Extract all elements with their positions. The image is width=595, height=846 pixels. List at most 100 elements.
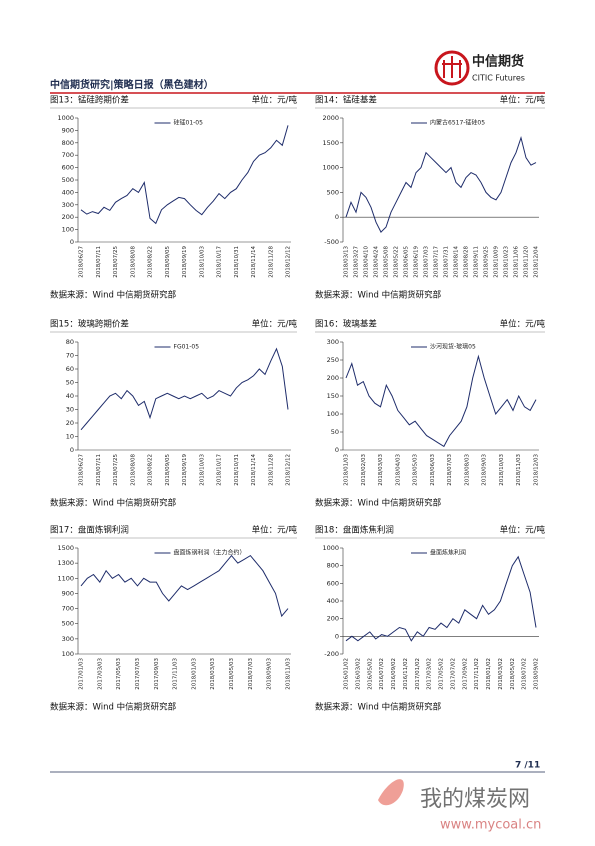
x-tick-label: 2018/05/02 (510, 658, 516, 690)
figure-title: 图17：盘面炼钢利润 (50, 525, 129, 536)
y-tick-label: 50 (66, 379, 74, 387)
x-tick-label: 2018/07/02 (522, 658, 528, 690)
x-tick-label: 2018/11/06 (514, 246, 520, 278)
figure-title: 图13：锰硅跨期价差 (50, 95, 129, 106)
data-line (80, 554, 289, 618)
x-tick-label: 2018/09/05 (165, 454, 171, 486)
x-tick-label: 2018/08/22 (148, 454, 154, 486)
y-tick-label: 600 (62, 164, 74, 172)
x-tick-label: 2018/05/22 (394, 246, 400, 278)
y-tick-label: 400 (327, 597, 339, 605)
x-tick-label: 2016/05/02 (367, 658, 373, 690)
logo-name: 中信期货 (472, 54, 524, 70)
x-tick-label: 2018/06/27 (79, 454, 85, 486)
x-tick-label: 2018/03/03 (378, 454, 384, 486)
x-tick-label: 2017/01/02 (415, 658, 421, 690)
y-tick-label: 500 (327, 188, 339, 196)
watermark: 我的煤炭网 (420, 787, 530, 812)
figure-title: 图14：锰硅基差 (315, 95, 377, 106)
unit-label: 单位：元/吨 (500, 95, 546, 106)
y-tick-label: -500 (324, 238, 339, 246)
x-tick-label: 2018/07/03 (248, 658, 254, 690)
x-tick-label: 2018/08/08 (130, 454, 136, 486)
x-tick-label: 2016/11/02 (403, 658, 409, 690)
x-tick-label: 2017/07/03 (135, 658, 141, 690)
y-tick-label: 80 (66, 338, 74, 346)
x-tick-label: 2018/11/20 (524, 246, 530, 278)
y-tick-label: 100 (327, 410, 339, 418)
y-tick-label: 1000 (57, 114, 74, 122)
logo-glyph (442, 56, 462, 78)
x-tick-label: 2018/09/19 (182, 454, 188, 486)
x-tick-label: 2018/07/11 (96, 454, 102, 486)
legend-label: 盘面炼钢利润（主力合约） (174, 549, 246, 557)
y-tick-label: 50 (331, 428, 339, 436)
y-tick-label: 1300 (57, 559, 74, 567)
y-tick-label: 20 (66, 419, 74, 427)
x-tick-label: 2018/06/19 (414, 246, 420, 278)
y-tick-label: 70 (66, 352, 74, 360)
x-tick-label: 2018/05/03 (229, 658, 235, 690)
unit-label: 单位：元/吨 (252, 525, 298, 536)
source-label: 数据来源：Wind 中信期货研究部 (315, 498, 442, 509)
x-tick-label: 2018/09/02 (534, 658, 540, 690)
x-tick-label: 2018/11/03 (516, 454, 522, 486)
x-tick-label: 2018/03/02 (498, 658, 504, 690)
x-tick-label: 2018/12/12 (286, 454, 292, 486)
legend-label: FG01-05 (174, 344, 200, 351)
y-tick-label: 2000 (322, 114, 339, 122)
x-tick-label: 2018/03/13 (344, 246, 350, 278)
x-tick-label: 2018/04/24 (374, 246, 380, 278)
x-tick-label: 2018/12/03 (534, 454, 540, 486)
source-label: 数据来源：Wind 中信期货研究部 (50, 498, 177, 509)
x-tick-label: 2018/06/27 (79, 246, 85, 278)
x-tick-label: 2017/01/03 (79, 658, 85, 690)
data-line (80, 347, 289, 431)
y-tick-label: 200 (327, 615, 339, 623)
x-tick-label: 2018/08/03 (464, 454, 470, 486)
y-tick-label: 700 (62, 151, 74, 159)
y-tick-label: 1000 (322, 544, 339, 552)
source-label: 数据来源：Wind 中信期货研究部 (315, 290, 442, 301)
y-tick-label: 1000 (322, 164, 339, 172)
legend-label: 沙河现货-玻璃05 (430, 343, 476, 351)
unit-label: 单位：元/吨 (252, 319, 298, 330)
y-tick-label: -200 (324, 650, 339, 658)
figure-title: 图15：玻璃跨期价差 (50, 319, 129, 330)
x-tick-label: 2017/03/03 (97, 658, 103, 690)
x-tick-label: 2018/11/03 (286, 658, 292, 690)
x-tick-label: 2018/09/03 (267, 658, 273, 690)
x-tick-label: 2018/11/14 (251, 246, 257, 278)
x-tick-label: 2018/03/03 (210, 658, 216, 690)
y-tick-label: 900 (62, 126, 74, 134)
x-tick-label: 2017/05/03 (116, 658, 122, 690)
y-tick-label: 0 (335, 213, 339, 221)
y-tick-label: 100 (62, 650, 74, 658)
x-tick-label: 2016/01/02 (344, 658, 350, 690)
x-tick-label: 2016/03/02 (355, 658, 361, 690)
y-tick-label: 700 (62, 605, 74, 613)
logo-en: CITIC Futures (472, 74, 525, 83)
y-tick-label: 600 (327, 579, 339, 587)
x-tick-label: 2018/12/12 (286, 246, 292, 278)
y-tick-label: 500 (62, 176, 74, 184)
x-tick-label: 2018/09/05 (165, 246, 171, 278)
x-tick-label: 2017/03/02 (427, 658, 433, 690)
x-tick-label: 2018/10/03 (499, 454, 505, 486)
x-tick-label: 2018/08/14 (454, 246, 460, 278)
x-tick-label: 2017/11/03 (173, 658, 179, 690)
y-tick-label: 0 (70, 238, 74, 246)
x-tick-label: 2018/10/23 (504, 246, 510, 278)
unit-label: 单位：元/吨 (252, 95, 298, 106)
x-tick-label: 2018/12/04 (534, 246, 540, 278)
x-tick-label: 2018/07/11 (96, 246, 102, 278)
header-title: 中信期货研究|策略日报（黑色建材） (50, 78, 214, 91)
unit-label: 单位：元/吨 (500, 319, 546, 330)
x-tick-label: 2018/10/31 (234, 246, 240, 278)
source-label: 数据来源：Wind 中信期货研究部 (50, 290, 177, 301)
x-tick-label: 2016/07/02 (379, 658, 385, 690)
x-tick-label: 2018/03/27 (354, 246, 360, 278)
y-tick-label: 100 (62, 226, 74, 234)
y-tick-label: 800 (62, 139, 74, 147)
